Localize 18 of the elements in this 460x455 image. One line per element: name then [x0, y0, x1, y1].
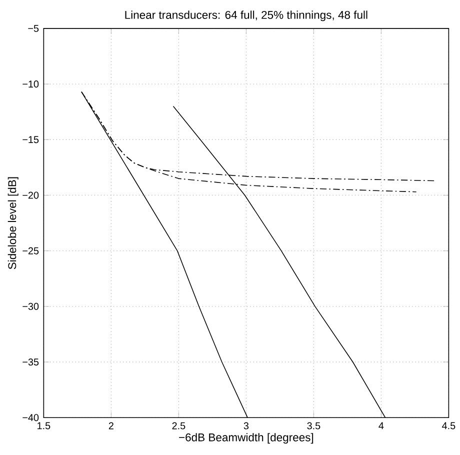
y-tick-label: −15 [22, 136, 39, 144]
x-tick-label: 1.5 [38, 422, 50, 430]
y-axis-title: Sidelobe level [dB] [8, 177, 18, 270]
x-tick-label: 3 [244, 422, 249, 430]
x-tick-label: 3.5 [307, 422, 320, 430]
y-tick-label: −30 [22, 303, 39, 310]
y-tick-label: −35 [22, 358, 39, 366]
x-axis-title: −6dB Beamwidth [degrees] [179, 433, 314, 444]
y-tick-label: −40 [22, 414, 39, 422]
x-tick-label: 2 [108, 422, 114, 430]
y-tick-label: −10 [22, 80, 39, 88]
x-tick-label: 4.5 [442, 422, 456, 430]
x-tick-label: 4 [378, 422, 384, 430]
y-tick-label: −20 [22, 192, 39, 199]
chart-title: Linear transducers: 64 full, 25% thinnings, 48 full [125, 10, 368, 22]
y-tick-label: −5 [28, 25, 39, 32]
x-tick-label: 2.5 [172, 422, 186, 430]
y-tick-label: −25 [22, 247, 39, 255]
